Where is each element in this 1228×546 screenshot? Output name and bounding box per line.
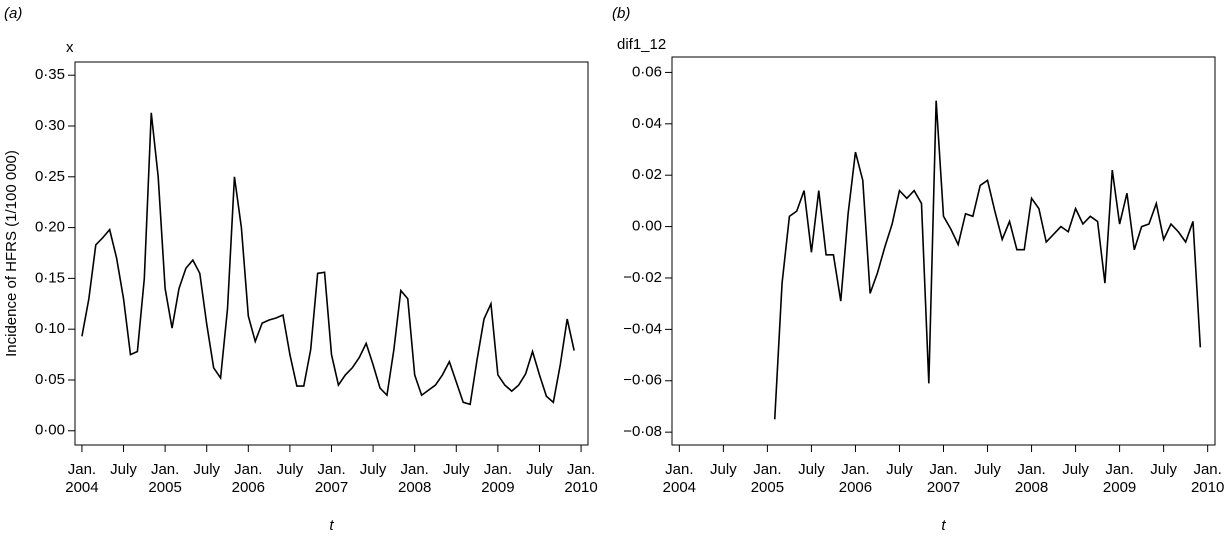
y-tick-label: 0·30: [35, 117, 65, 134]
x-tick-label: July: [886, 461, 913, 478]
x-tick-label: 2009: [481, 479, 514, 496]
y-tick-label: 0·20: [35, 219, 65, 236]
data-line: [773, 100, 1202, 420]
x-tick-label: July: [193, 461, 220, 478]
y-tick-label: 0·06: [632, 63, 662, 80]
y-tick-label: 0·25: [35, 168, 65, 185]
x-axis-label: t: [329, 517, 334, 534]
y-tick-label: −0·04: [623, 320, 662, 337]
x-tick-label: July: [277, 461, 304, 478]
y-tick-label: 0·10: [35, 320, 65, 337]
x-tick-label: July: [710, 461, 737, 478]
x-tick-label: July: [798, 461, 825, 478]
x-tick-label: Jan.: [234, 461, 262, 478]
panel-label: (a): [4, 5, 22, 22]
x-tick-label: Jan.: [68, 461, 96, 478]
x-tick-label: Jan.: [1193, 461, 1221, 478]
x-tick-label: July: [974, 461, 1001, 478]
x-tick-label: 2010: [1191, 479, 1224, 496]
x-tick-label: 2005: [148, 479, 181, 496]
plot-frame: [671, 56, 1216, 446]
x-tick-label: July: [526, 461, 553, 478]
x-tick-label: July: [110, 461, 137, 478]
x-tick-label: Jan.: [665, 461, 693, 478]
y-tick-label: 0·35: [35, 66, 65, 83]
x-tick-label: 2008: [1015, 479, 1048, 496]
x-tick-label: 2005: [751, 479, 784, 496]
x-tick-label: 2010: [564, 479, 597, 496]
x-tick-label: Jan.: [567, 461, 595, 478]
y-top-label: x: [66, 39, 74, 56]
data-line: [81, 112, 575, 406]
x-tick-label: 2008: [398, 479, 431, 496]
x-tick-label: Jan.: [484, 461, 512, 478]
y-axis-title: Incidence of HFRS (1/100 000): [3, 150, 20, 357]
y-tick-label: 0·02: [632, 166, 662, 183]
y-top-label: dif1_12: [617, 36, 666, 53]
x-tick-label: Jan.: [151, 461, 179, 478]
x-tick-label: 2009: [1103, 479, 1136, 496]
x-tick-label: 2004: [663, 479, 696, 496]
y-tick-label: 0·00: [35, 422, 65, 439]
x-tick-label: Jan.: [753, 461, 781, 478]
x-tick-label: Jan.: [1105, 461, 1133, 478]
x-tick-label: 2006: [839, 479, 872, 496]
x-tick-label: 2006: [232, 479, 265, 496]
x-tick-label: July: [1150, 461, 1177, 478]
x-tick-label: July: [1062, 461, 1089, 478]
y-tick-label: −0·02: [623, 269, 662, 286]
x-tick-label: Jan.: [929, 461, 957, 478]
y-tick-label: −0·06: [623, 372, 662, 389]
y-tick-label: 0·04: [632, 115, 662, 132]
x-tick-label: July: [443, 461, 470, 478]
x-tick-label: July: [360, 461, 387, 478]
x-axis-label: t: [941, 517, 946, 534]
panel-label: (b): [612, 5, 630, 22]
x-tick-label: Jan.: [317, 461, 345, 478]
x-tick-label: 2004: [65, 479, 98, 496]
x-tick-label: 2007: [927, 479, 960, 496]
x-tick-label: Jan.: [401, 461, 429, 478]
y-tick-label: 0·05: [35, 371, 65, 388]
x-tick-label: Jan.: [841, 461, 869, 478]
y-tick-label: −0·08: [623, 423, 662, 440]
x-tick-label: 2007: [315, 479, 348, 496]
y-tick-label: 0·15: [35, 269, 65, 286]
y-tick-label: 0·00: [632, 218, 662, 235]
x-tick-label: Jan.: [1017, 461, 1045, 478]
